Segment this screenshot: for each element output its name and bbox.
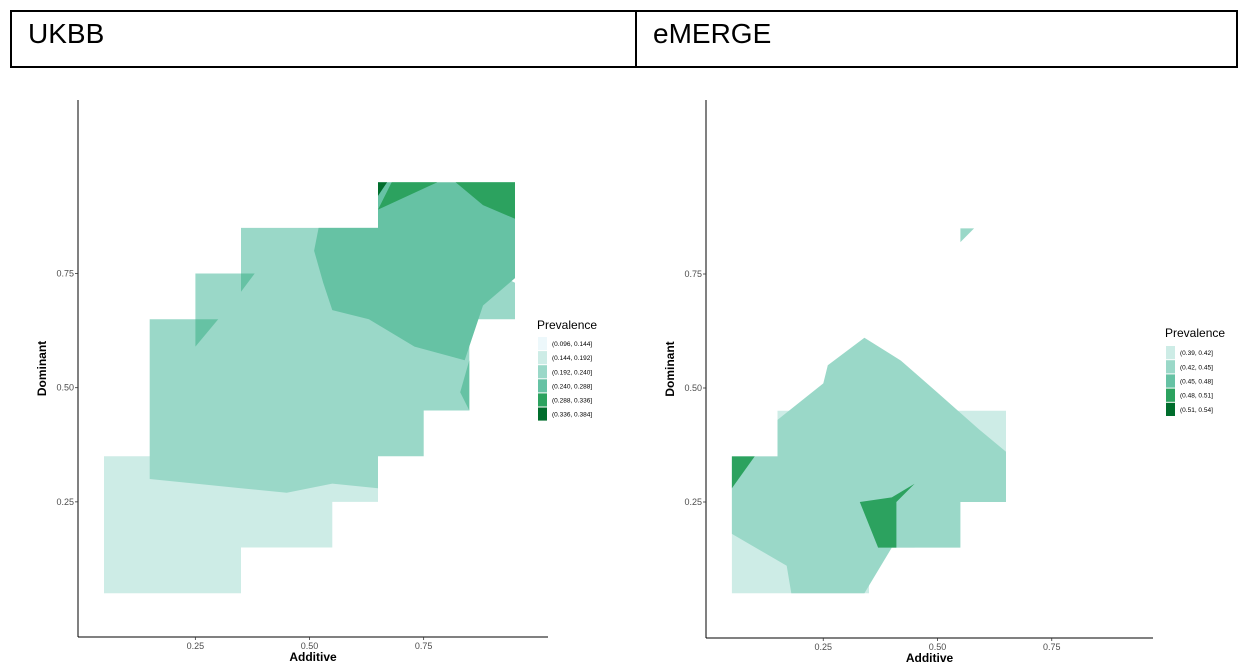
x-tick-label: 0.50 (301, 641, 319, 651)
legend-entry-label: (0.144, 0.192] (552, 355, 592, 362)
y-tick-label: 0.75 (56, 269, 74, 279)
panel-label-emerge: eMERGE (653, 18, 772, 49)
contour-region (731, 337, 1006, 594)
legend-key-swatch (1166, 360, 1175, 374)
legend-title: Prevalence (1165, 326, 1225, 340)
contour-region (859, 483, 915, 548)
y-tick-label: 0.50 (684, 383, 702, 393)
legend-entry-label: (0.42, 0.45] (1180, 364, 1213, 371)
contour-region (378, 182, 388, 196)
legend-entry-label: (0.336, 0.384] (552, 412, 592, 419)
y-axis-title: Dominant (35, 341, 49, 396)
legend-key-swatch (538, 337, 547, 351)
x-tick-label: 0.50 (929, 642, 947, 652)
panel-header-table: UKBB eMERGE (10, 10, 1238, 68)
legend-entry-label: (0.240, 0.288] (552, 383, 592, 390)
contour-region (314, 182, 515, 361)
contour-region (460, 360, 470, 411)
y-tick-label: 0.75 (684, 269, 702, 279)
chart-panel-ukbb: 0.25 0.50 0.75 0.25 0.50 0.75 Additive Dominant… (35, 100, 597, 664)
contour-region (731, 456, 755, 489)
x-tick-label: 0.75 (415, 641, 433, 651)
contour-region (378, 182, 438, 210)
legend-entry-label: (0.45, 0.48] (1180, 379, 1213, 386)
legend-key-swatch (1166, 388, 1175, 402)
legend-key-swatch (538, 407, 547, 421)
panel-label-ukbb: UKBB (12, 12, 637, 66)
legend-entry-label: (0.39, 0.42] (1180, 350, 1213, 357)
legend-key-swatch (1166, 346, 1175, 360)
y-axis-title: Dominant (663, 341, 677, 396)
y-tick-label: 0.25 (684, 497, 702, 507)
contour-region (455, 182, 515, 219)
legend-key-swatch (1166, 402, 1175, 416)
legend-entry-label: (0.192, 0.240] (552, 369, 592, 376)
x-tick-label: 0.75 (1043, 642, 1061, 652)
x-axis-title: Additive (289, 650, 337, 664)
contour-region (241, 273, 255, 292)
y-tick-label: 0.50 (56, 383, 74, 393)
contour-region (195, 319, 219, 347)
x-axis-title: Additive (906, 651, 954, 665)
chart-panel-emerge: 0.25 0.50 0.75 0.25 0.50 0.75 Additive Dominant… (663, 100, 1225, 665)
legend-key-swatch (538, 393, 547, 407)
y-tick-label: 0.25 (56, 497, 74, 507)
x-tick-label: 0.25 (814, 642, 832, 652)
legend-title: Prevalence (537, 318, 597, 332)
contour-region (960, 228, 975, 243)
legend-key-swatch (538, 379, 547, 393)
legend-entry-label: (0.48, 0.51] (1180, 393, 1213, 400)
legend-key-swatch (1166, 374, 1175, 388)
contour-region (104, 456, 378, 594)
legend-key-swatch (538, 365, 547, 379)
legend-entry-label: (0.096, 0.144] (552, 341, 592, 348)
legend-key-swatch (538, 351, 547, 365)
legend-entry-label: (0.51, 0.54] (1180, 407, 1213, 414)
x-tick-label: 0.25 (187, 641, 205, 651)
legend-entry-label: (0.288, 0.336] (552, 397, 592, 404)
